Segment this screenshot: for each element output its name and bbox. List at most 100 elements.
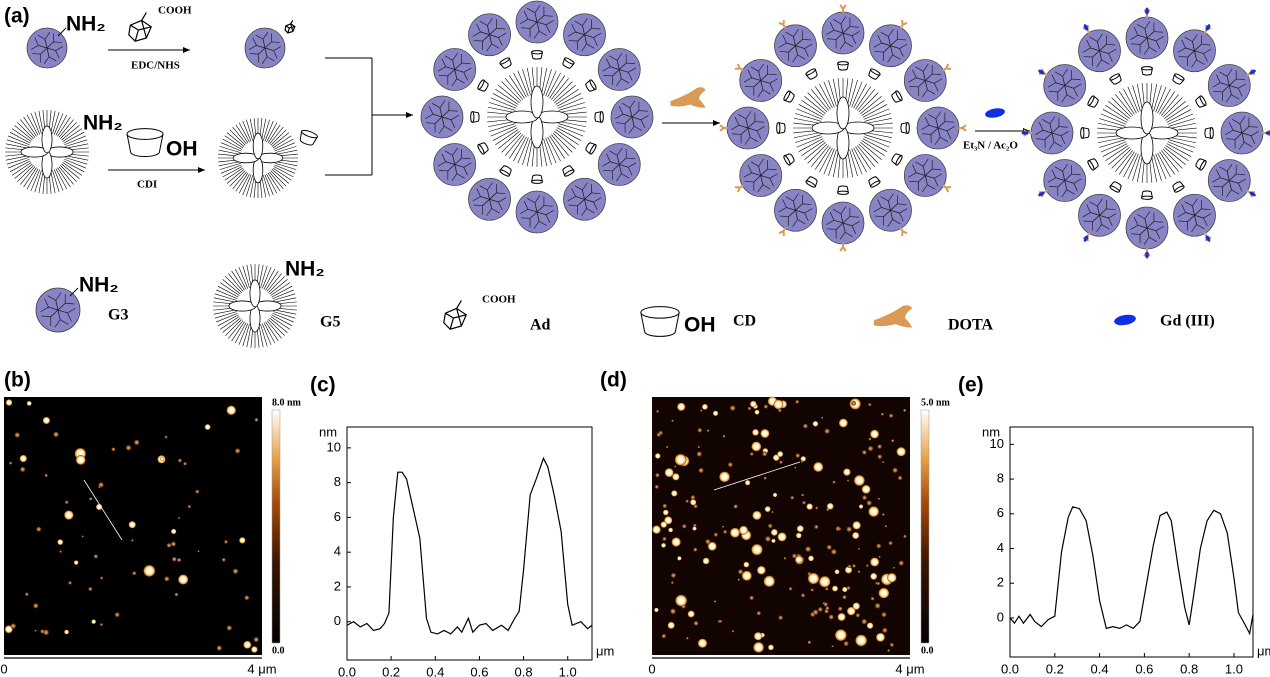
afm-particle <box>244 595 250 601</box>
afm-particle <box>743 561 750 568</box>
stroke <box>26 168 39 190</box>
stroke <box>523 201 529 210</box>
stroke <box>796 108 823 120</box>
afm-particle <box>160 456 165 461</box>
stroke <box>934 137 941 145</box>
stroke <box>275 146 297 154</box>
stroke <box>58 119 74 138</box>
stroke <box>1201 43 1211 46</box>
afm-particle <box>722 434 726 438</box>
stroke <box>881 207 891 211</box>
afm-particle <box>68 581 72 585</box>
stroke <box>543 69 552 96</box>
label: CD <box>733 313 756 330</box>
stroke <box>833 19 842 25</box>
stroke <box>756 130 762 139</box>
afm-particle <box>706 429 710 432</box>
label: μm <box>1257 643 1270 658</box>
stroke <box>1153 221 1163 223</box>
stroke <box>769 83 774 92</box>
stroke <box>508 135 525 159</box>
afm-particle <box>772 492 778 498</box>
afm-particle <box>846 479 850 482</box>
stroke <box>1051 74 1057 83</box>
stroke <box>1099 215 1102 225</box>
afm-particle <box>812 420 819 427</box>
stroke <box>804 212 809 222</box>
stroke <box>65 143 89 149</box>
stroke <box>622 103 631 109</box>
cyclodextrin-rim <box>1174 185 1185 193</box>
stroke <box>857 89 875 111</box>
stroke <box>14 163 33 179</box>
stroke <box>55 292 62 301</box>
stroke <box>840 23 844 34</box>
stroke <box>574 185 583 191</box>
stroke <box>454 164 458 174</box>
stroke <box>67 307 76 314</box>
afm-particle <box>701 403 708 410</box>
stroke <box>1226 94 1232 103</box>
afm-particle <box>64 500 69 504</box>
afm-particle <box>862 495 867 500</box>
stroke <box>935 111 942 119</box>
stroke <box>1229 173 1237 181</box>
stroke <box>30 113 41 135</box>
stroke <box>222 138 243 150</box>
x-tick-label: 0.2 <box>1046 661 1064 676</box>
stroke <box>814 146 831 170</box>
stroke <box>880 31 889 37</box>
afm-particle <box>171 556 177 562</box>
stroke <box>447 69 455 77</box>
afm-particle <box>712 410 719 416</box>
label: (e) <box>958 374 984 397</box>
stroke <box>264 47 274 52</box>
afm-particle <box>690 499 697 506</box>
y-tick-label: 10 <box>990 436 1004 451</box>
stroke <box>53 169 64 191</box>
cyclodextrin-rim <box>895 90 903 101</box>
stroke <box>1228 85 1232 95</box>
stroke <box>264 41 272 49</box>
stroke <box>1194 214 1204 219</box>
stroke <box>1123 152 1137 178</box>
afm-particle <box>656 410 659 413</box>
stroke <box>616 173 622 182</box>
stroke <box>252 37 257 46</box>
label: 0 <box>648 661 655 676</box>
stroke <box>616 60 620 70</box>
stroke <box>270 129 287 146</box>
stroke <box>840 213 844 224</box>
stroke <box>1137 224 1148 229</box>
stroke <box>67 312 72 322</box>
cyclodextrin-rim <box>564 57 575 65</box>
stroke <box>899 48 904 57</box>
stroke <box>1213 185 1223 188</box>
stroke <box>833 219 844 224</box>
stroke <box>593 32 602 38</box>
stroke <box>224 135 244 149</box>
stroke <box>786 42 796 47</box>
stroke <box>762 89 771 95</box>
stroke <box>498 37 503 46</box>
stroke <box>482 198 490 206</box>
afm-particle <box>737 578 741 581</box>
afm-particle <box>756 611 761 616</box>
afm-particle <box>857 570 861 574</box>
stroke <box>779 215 789 218</box>
stroke <box>888 200 891 211</box>
stroke <box>925 168 933 176</box>
afm-particle <box>183 462 187 466</box>
stroke <box>1155 153 1167 180</box>
stroke <box>8 158 30 169</box>
stroke <box>619 69 629 73</box>
stroke <box>1241 126 1250 134</box>
stroke <box>1048 142 1055 150</box>
stroke <box>1159 151 1176 175</box>
stroke <box>591 27 601 30</box>
stroke <box>1146 37 1150 48</box>
stroke <box>34 169 42 193</box>
afm-particle <box>826 502 834 510</box>
stroke <box>1086 39 1091 49</box>
stroke <box>450 115 459 121</box>
